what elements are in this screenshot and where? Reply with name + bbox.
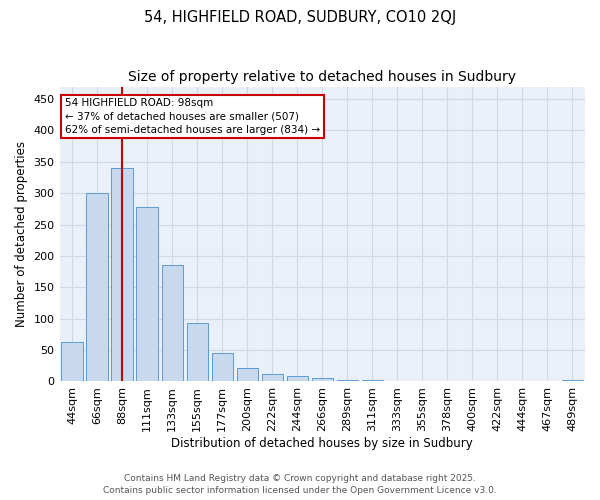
Title: Size of property relative to detached houses in Sudbury: Size of property relative to detached ho…: [128, 70, 516, 84]
Bar: [187, 323, 208, 382]
Bar: [387, 381, 408, 382]
Bar: [212, 353, 233, 382]
Bar: [236, 368, 258, 382]
Text: 54 HIGHFIELD ROAD: 98sqm
← 37% of detached houses are smaller (507)
62% of semi-: 54 HIGHFIELD ROAD: 98sqm ← 37% of detach…: [65, 98, 320, 135]
Text: 54, HIGHFIELD ROAD, SUDBURY, CO10 2QJ: 54, HIGHFIELD ROAD, SUDBURY, CO10 2QJ: [144, 10, 456, 25]
Bar: [562, 380, 583, 382]
Bar: [412, 381, 433, 382]
Bar: [61, 342, 83, 382]
Bar: [86, 193, 108, 382]
X-axis label: Distribution of detached houses by size in Sudbury: Distribution of detached houses by size …: [172, 437, 473, 450]
Bar: [337, 380, 358, 382]
Bar: [362, 380, 383, 382]
Bar: [437, 381, 458, 382]
Y-axis label: Number of detached properties: Number of detached properties: [15, 141, 28, 327]
Bar: [311, 378, 333, 382]
Bar: [262, 374, 283, 382]
Text: Contains HM Land Registry data © Crown copyright and database right 2025.
Contai: Contains HM Land Registry data © Crown c…: [103, 474, 497, 495]
Bar: [287, 376, 308, 382]
Bar: [136, 207, 158, 382]
Bar: [161, 266, 183, 382]
Bar: [112, 168, 133, 382]
